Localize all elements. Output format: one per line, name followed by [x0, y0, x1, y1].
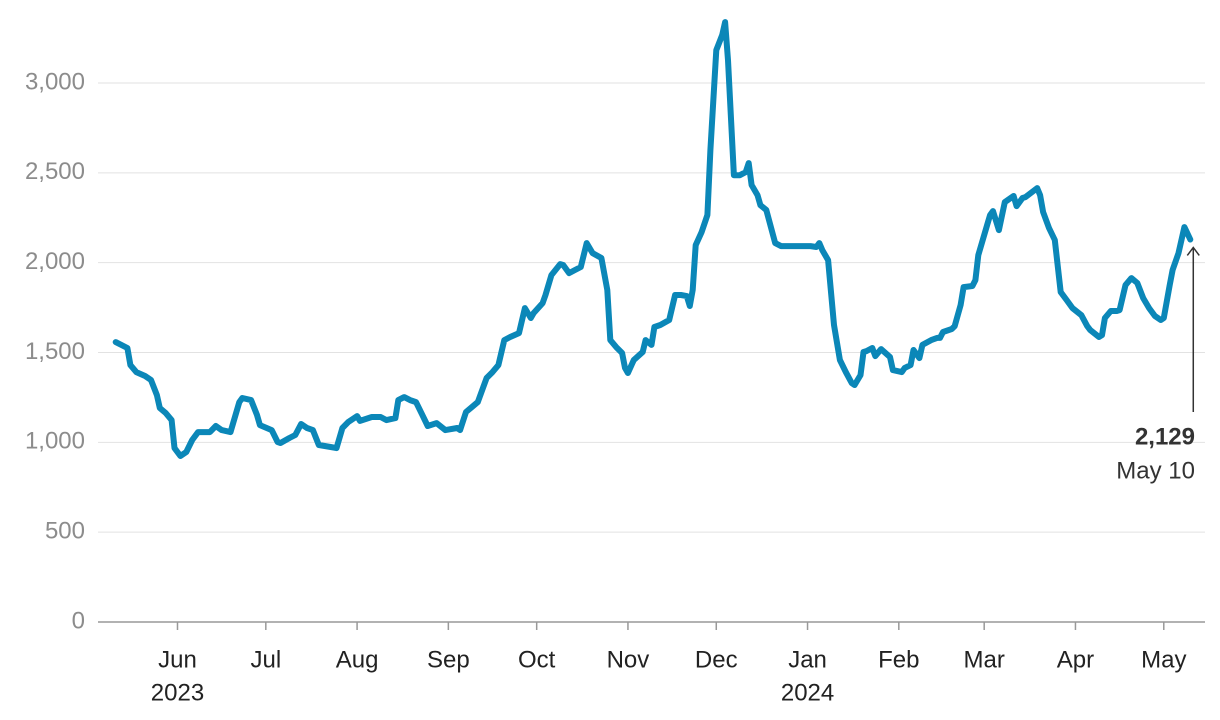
x-year-label: 2023	[151, 679, 204, 706]
data-line	[112, 19, 1194, 459]
annotation-arrowhead	[1186, 246, 1200, 256]
y-tick-label: 500	[45, 518, 85, 545]
x-tick-label: Feb	[878, 646, 919, 673]
x-tick-label: Jun	[158, 646, 197, 673]
x-tick-label: Mar	[964, 646, 1005, 673]
annotation-date: May 10	[1116, 457, 1195, 484]
x-tick-label: May	[1141, 646, 1186, 673]
annotation-value: 2,129	[1135, 423, 1195, 450]
x-year-label: 2024	[781, 679, 834, 706]
x-tick-label: Jul	[250, 646, 281, 673]
y-tick-label: 1,500	[25, 338, 85, 365]
y-tick-label: 2,500	[25, 158, 85, 185]
x-tick-label: Aug	[336, 646, 379, 673]
y-tick-label: 3,000	[25, 68, 85, 95]
y-tick-label: 1,000	[25, 428, 85, 455]
x-tick-label: Nov	[607, 646, 650, 673]
y-tick-label: 0	[72, 607, 85, 634]
x-tick-label: Apr	[1057, 646, 1094, 673]
x-tick-label: Oct	[518, 646, 556, 673]
x-tick-label: Sep	[427, 646, 470, 673]
x-tick-label: Dec	[695, 646, 738, 673]
x-tick-label: Jan	[788, 646, 827, 673]
y-tick-label: 2,000	[25, 248, 85, 275]
